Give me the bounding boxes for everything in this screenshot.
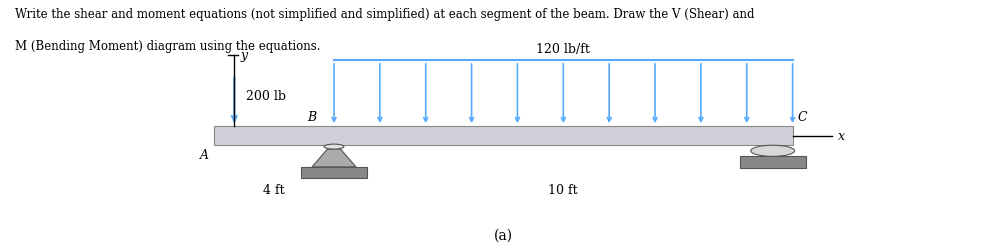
Bar: [214, 127, 793, 146]
Bar: [740, 157, 806, 168]
Text: C: C: [798, 111, 808, 124]
Text: M (Bending Moment) diagram using the equations.: M (Bending Moment) diagram using the equ…: [15, 40, 320, 53]
Polygon shape: [312, 149, 356, 167]
Text: (a): (a): [494, 228, 513, 242]
Text: y: y: [240, 49, 247, 62]
Text: B: B: [307, 111, 316, 124]
Text: 4 ft: 4 ft: [263, 183, 285, 196]
Text: 120 lb/ft: 120 lb/ft: [536, 43, 590, 55]
Text: x: x: [837, 130, 844, 143]
Text: Write the shear and moment equations (not simplified and simplified) at each seg: Write the shear and moment equations (no…: [15, 8, 755, 20]
Circle shape: [324, 144, 344, 149]
Bar: [301, 167, 367, 178]
Circle shape: [751, 146, 795, 157]
Text: 200 lb: 200 lb: [246, 89, 286, 103]
Text: A: A: [200, 148, 209, 161]
Text: 10 ft: 10 ft: [548, 183, 578, 196]
